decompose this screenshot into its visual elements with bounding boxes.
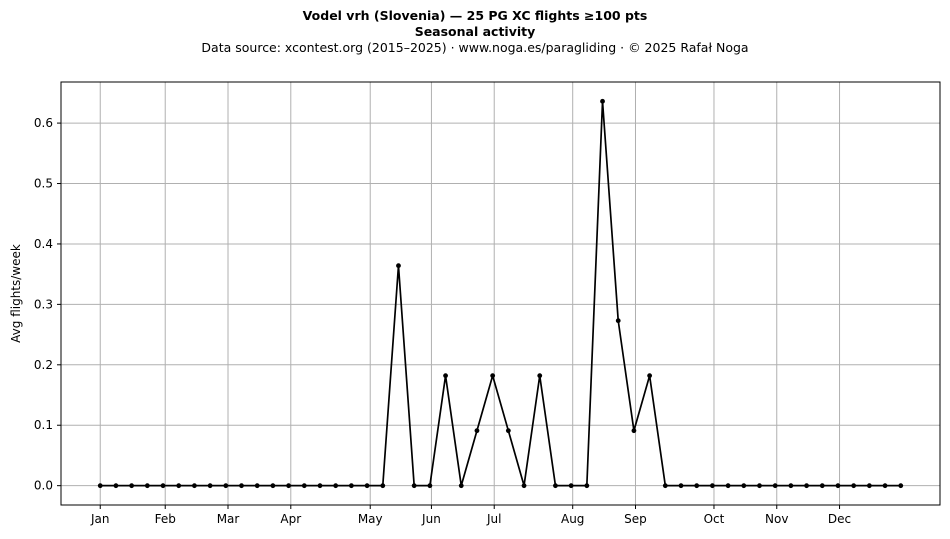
- data-point: [898, 483, 904, 489]
- data-point: [364, 483, 370, 489]
- data-point: [804, 483, 809, 489]
- data-point: [662, 483, 668, 489]
- series-line: [100, 100, 901, 487]
- data-point: [537, 373, 543, 379]
- data-point: [411, 483, 417, 489]
- data-point: [568, 483, 574, 489]
- data-point: [113, 483, 119, 489]
- x-tick-label: Jun: [421, 512, 441, 526]
- y-tick-label: 0.5: [34, 177, 53, 191]
- data-point: [301, 483, 307, 489]
- y-tick-label: 0.4: [34, 237, 53, 251]
- data-point: [835, 483, 841, 489]
- x-tick-label: Oct: [704, 512, 725, 526]
- data-point: [474, 428, 480, 434]
- chart-subtitle-bold: Seasonal activity: [414, 24, 536, 39]
- data-point: [505, 428, 511, 434]
- data-point: [192, 483, 197, 489]
- data-point: [631, 428, 637, 434]
- data-point: [317, 483, 323, 489]
- grid-lines: [61, 82, 940, 505]
- y-tick-label: 0.2: [34, 358, 53, 372]
- x-tick-label: Aug: [561, 512, 584, 526]
- series-layer: [97, 98, 904, 489]
- data-point: [615, 318, 621, 324]
- axis-ticks: Jan Feb Mar Apr May Jun Jul Aug Sep Oct Nov Dec 0.0 0…: [34, 116, 851, 526]
- data-point: [725, 483, 731, 489]
- data-point: [710, 483, 715, 489]
- x-tick-label: May: [358, 512, 383, 526]
- x-tick-label: Mar: [217, 512, 240, 526]
- chart-subtitle: Data source: xcontest.org (2015–2025) · …: [201, 40, 749, 55]
- y-tick-label: 0.6: [34, 116, 53, 130]
- data-point: [458, 483, 464, 489]
- data-point: [600, 98, 605, 104]
- chart-title: Vodel vrh (Slovenia) — 25 PG XC flights …: [302, 8, 648, 23]
- data-point: [678, 483, 684, 489]
- x-tick-label: Dec: [828, 512, 851, 526]
- y-tick-label: 0.0: [34, 479, 53, 493]
- data-point: [207, 483, 213, 489]
- data-point: [647, 373, 653, 379]
- data-point: [97, 483, 103, 489]
- data-point: [144, 483, 150, 489]
- y-tick-label: 0.1: [34, 418, 53, 432]
- x-tick-label: Apr: [280, 512, 301, 526]
- data-point: [396, 263, 401, 269]
- x-tick-label: Jul: [486, 512, 501, 526]
- data-point: [882, 483, 888, 489]
- data-point: [788, 483, 794, 489]
- data-point: [490, 373, 496, 379]
- x-tick-label: Feb: [155, 512, 176, 526]
- data-point: [160, 483, 166, 489]
- x-tick-label: Nov: [765, 512, 788, 526]
- data-point: [443, 373, 448, 379]
- data-point: [333, 483, 339, 489]
- data-point: [772, 483, 778, 489]
- data-point: [819, 483, 825, 489]
- y-tick-label: 0.3: [34, 297, 53, 311]
- y-axis-label: Avg flights/week: [9, 244, 23, 343]
- data-point: [427, 483, 433, 489]
- data-point: [851, 483, 857, 489]
- data-point: [757, 483, 762, 489]
- data-point: [553, 483, 558, 489]
- plot-frame: [60, 81, 941, 506]
- data-point: [521, 483, 527, 489]
- data-point: [270, 483, 276, 489]
- data-point: [286, 483, 291, 489]
- data-point: [223, 483, 229, 489]
- data-point: [129, 483, 135, 489]
- chart-titles: Vodel vrh (Slovenia) — 25 PG XC flights …: [0, 8, 950, 56]
- data-point: [348, 483, 354, 489]
- x-tick-label: Jan: [90, 512, 110, 526]
- data-point: [380, 483, 386, 489]
- x-tick-label: Sep: [624, 512, 647, 526]
- data-point: [584, 483, 590, 489]
- data-point: [254, 483, 260, 489]
- data-point: [694, 483, 700, 489]
- data-point: [741, 483, 747, 489]
- data-point: [176, 483, 182, 489]
- data-point: [866, 483, 872, 489]
- data-point: [239, 483, 244, 489]
